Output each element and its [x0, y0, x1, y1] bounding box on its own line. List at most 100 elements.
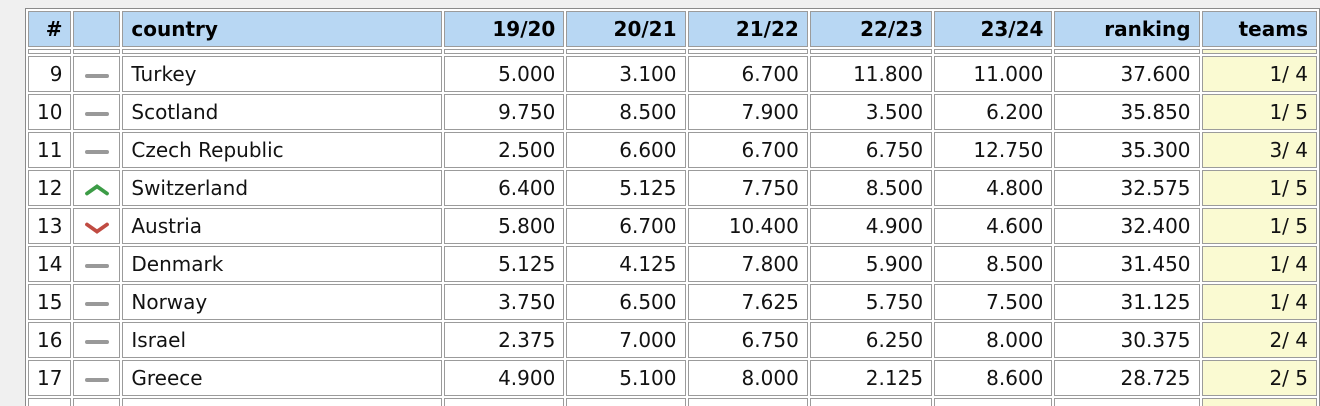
ranking-cell: 35.300	[1054, 132, 1200, 168]
season-cell: 6.500	[566, 284, 686, 320]
dash-icon	[84, 339, 109, 344]
table-row: 13 Austria 5.800 6.700 10.400 4.900 4.60…	[28, 208, 1317, 244]
season-cell: 5.125	[444, 246, 565, 282]
dash-icon	[84, 149, 109, 154]
teams-cell: 1/ 4	[1201, 246, 1317, 282]
season-cell: 7.000	[566, 322, 686, 358]
clipped-cell	[809, 49, 933, 54]
dash-icon	[84, 301, 109, 306]
season-cell: 7.500	[934, 284, 1053, 320]
rank-cell: 17	[28, 360, 72, 396]
coefficient-table: # country 19/20 20/21 21/22 22/23 23/24 …	[25, 8, 1320, 406]
season-cell: 5.100	[566, 360, 686, 396]
season-cell: 8.000	[934, 322, 1053, 358]
season-cell: 11.800	[809, 56, 933, 92]
season-cell: 2.500	[444, 132, 565, 168]
clipped-cell	[1054, 398, 1200, 406]
movement-cell	[73, 284, 121, 320]
country-cell: Norway	[122, 284, 443, 320]
movement-cell	[73, 132, 121, 168]
country-cell: Scotland	[122, 94, 443, 130]
season-cell: 7.625	[687, 284, 808, 320]
rank-cell: 15	[28, 284, 72, 320]
season-cell: 11.000	[934, 56, 1053, 92]
season-cell: 5.125	[566, 170, 686, 206]
clipped-cell	[687, 49, 808, 54]
movement-cell	[73, 246, 121, 282]
clipped-cell	[444, 398, 565, 406]
season-column-header: 23/24	[934, 11, 1053, 47]
movement-cell	[73, 94, 121, 130]
rank-cell: 11	[28, 132, 72, 168]
season-cell: 6.400	[444, 170, 565, 206]
table-row: 14 Denmark 5.125 4.125 7.800 5.900 8.500…	[28, 246, 1317, 282]
movement-cell	[73, 170, 121, 206]
season-cell: 6.700	[687, 132, 808, 168]
ranking-cell: 28.725	[1054, 360, 1200, 396]
season-cell: 6.700	[566, 208, 686, 244]
table-row: 12 Switzerland 6.400 5.125 7.750 8.500 4…	[28, 170, 1317, 206]
dash-icon	[84, 377, 109, 382]
season-column-header: 21/22	[687, 11, 808, 47]
season-column-header: 22/23	[809, 11, 933, 47]
season-cell: 7.800	[687, 246, 808, 282]
country-cell: Greece	[122, 360, 443, 396]
table-row: 11 Czech Republic 2.500 6.600 6.700 6.75…	[28, 132, 1317, 168]
table-row: 16 Israel 2.375 7.000 6.750 6.250 8.000 …	[28, 322, 1317, 358]
rank-cell: 16	[28, 322, 72, 358]
table-row: 10 Scotland 9.750 8.500 7.900 3.500 6.20…	[28, 94, 1317, 130]
header-row: # country 19/20 20/21 21/22 22/23 23/24 …	[28, 11, 1317, 47]
season-cell: 4.125	[566, 246, 686, 282]
season-cell: 2.125	[809, 360, 933, 396]
season-cell: 10.400	[687, 208, 808, 244]
clipped-cell	[1201, 398, 1317, 406]
season-cell: 4.800	[934, 170, 1053, 206]
season-cell: 5.800	[444, 208, 565, 244]
country-cell: Denmark	[122, 246, 443, 282]
movement-column-header	[73, 11, 121, 47]
season-cell: 3.100	[566, 56, 686, 92]
country-cell: Switzerland	[122, 170, 443, 206]
season-column-header: 20/21	[566, 11, 686, 47]
season-cell: 5.900	[809, 246, 933, 282]
dash-icon	[84, 263, 109, 268]
clipped-cell	[1201, 49, 1317, 54]
dash-icon	[84, 111, 109, 116]
table-row: 17 Greece 4.900 5.100 8.000 2.125 8.600 …	[28, 360, 1317, 396]
season-cell: 5.750	[809, 284, 933, 320]
teams-cell: 3/ 4	[1201, 132, 1317, 168]
country-cell: Austria	[122, 208, 443, 244]
teams-cell: 1/ 5	[1201, 208, 1317, 244]
rank-cell: 9	[28, 56, 72, 92]
season-column-header: 19/20	[444, 11, 565, 47]
ranking-cell: 37.600	[1054, 56, 1200, 92]
clipped-row-bottom	[28, 398, 1317, 406]
season-cell: 6.250	[809, 322, 933, 358]
clipped-cell	[122, 398, 443, 406]
teams-cell: 1/ 4	[1201, 284, 1317, 320]
clipped-cell	[28, 49, 72, 54]
season-cell: 4.900	[809, 208, 933, 244]
ranking-cell: 32.400	[1054, 208, 1200, 244]
country-cell: Turkey	[122, 56, 443, 92]
rank-cell: 12	[28, 170, 72, 206]
table-header: # country 19/20 20/21 21/22 22/23 23/24 …	[28, 11, 1317, 47]
teams-cell: 2/ 5	[1201, 360, 1317, 396]
clipped-row-top	[28, 49, 1317, 54]
rank-column-header: #	[28, 11, 72, 47]
rank-cell: 13	[28, 208, 72, 244]
season-cell: 5.000	[444, 56, 565, 92]
rank-cell: 14	[28, 246, 72, 282]
season-cell: 7.900	[687, 94, 808, 130]
season-cell: 3.750	[444, 284, 565, 320]
country-column-header: country	[122, 11, 443, 47]
clipped-cell	[809, 398, 933, 406]
clipped-cell	[73, 49, 121, 54]
season-cell: 8.500	[566, 94, 686, 130]
ranking-cell: 31.125	[1054, 284, 1200, 320]
season-cell: 3.500	[809, 94, 933, 130]
season-cell: 6.750	[809, 132, 933, 168]
movement-cell	[73, 360, 121, 396]
season-cell: 4.600	[934, 208, 1053, 244]
